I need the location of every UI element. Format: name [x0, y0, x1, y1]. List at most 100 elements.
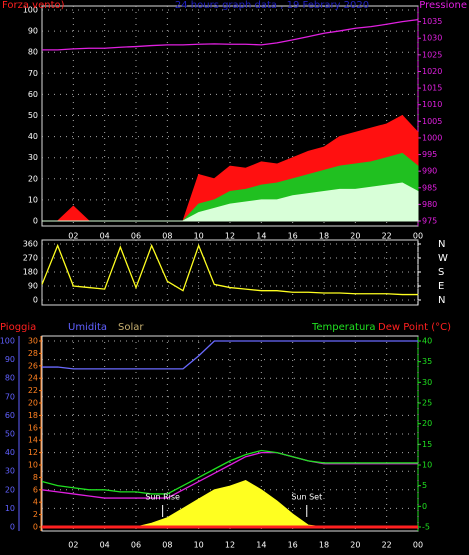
tick-label: -5 — [422, 523, 430, 532]
tick-label: 1030 — [422, 34, 442, 43]
x-tick-label: 22 — [382, 232, 392, 241]
tick-label: 22 — [28, 386, 38, 395]
x-tick-label: 14 — [256, 541, 266, 550]
axis-label: Solar — [118, 322, 144, 333]
tick-label: 50 — [5, 430, 15, 439]
tick-label: 1020 — [422, 67, 442, 76]
tick-label: 20 — [5, 485, 15, 494]
tick-label: 10 — [422, 461, 432, 470]
tick-label: 995 — [422, 150, 437, 159]
tick-label: 15 — [422, 440, 432, 449]
plot-frame — [41, 239, 419, 306]
tick-label: 40 — [422, 337, 432, 346]
tick-label: 270 — [23, 254, 38, 263]
x-tick-label: 00 — [413, 541, 423, 550]
tick-label: 980 — [422, 200, 437, 209]
tick-label: 10 — [28, 195, 38, 204]
x-tick-label: 02 — [68, 541, 78, 550]
x-tick-label: 02 — [68, 232, 78, 241]
chart-title: 24 hours graph data , 19 Febrary 2020 — [175, 0, 369, 11]
annotation: Sun Set — [291, 493, 322, 502]
x-tick-label: 20 — [350, 541, 360, 550]
x-tick-label: 04 — [100, 232, 110, 241]
tick-label: 0 — [33, 523, 38, 532]
area — [42, 182, 419, 222]
line — [42, 340, 418, 370]
tick-label: 20 — [422, 419, 432, 428]
tick-label: 50 — [28, 111, 38, 120]
tick-label: 10 — [28, 461, 38, 470]
tick-label: 30 — [422, 378, 432, 387]
tick-label: 5 — [422, 481, 427, 490]
x-tick-label: 08 — [162, 541, 172, 550]
tick-label: 180 — [23, 268, 38, 277]
annotation: Sun Rise — [145, 493, 180, 502]
tick-label: 6 — [33, 485, 38, 494]
tick-label: N — [438, 239, 445, 250]
x-tick-label: 18 — [319, 541, 329, 550]
tick-label: 1000 — [422, 133, 442, 142]
tick-label: 90 — [28, 27, 38, 36]
tick-label: 1025 — [422, 50, 442, 59]
tick-label: 0 — [33, 217, 38, 226]
x-tick-label: 22 — [382, 541, 392, 550]
axis-label: Pressione — [419, 0, 467, 11]
tick-label: 12 — [28, 448, 38, 457]
tick-label: 60 — [28, 90, 38, 99]
tick-label: 18 — [28, 411, 38, 420]
tick-label: 985 — [422, 183, 437, 192]
x-tick-label: 16 — [288, 541, 298, 550]
tick-label: 26 — [28, 361, 38, 370]
tick-label: 10 — [5, 504, 15, 513]
tick-label: 30 — [28, 153, 38, 162]
tick-label: 90 — [28, 282, 38, 291]
x-tick-label: 06 — [131, 541, 141, 550]
axis-label: Pioggia — [0, 322, 36, 333]
tick-label: 20 — [28, 399, 38, 408]
x-tick-label: 12 — [225, 541, 235, 550]
tick-label: 0 — [33, 296, 38, 305]
tick-label: 20 — [28, 174, 38, 183]
x-tick-label: 04 — [100, 541, 110, 550]
tick-label: 30 — [28, 337, 38, 346]
x-tick-label: 14 — [256, 232, 266, 241]
tick-label: 24 — [28, 374, 38, 383]
tick-label: E — [438, 281, 444, 292]
tick-label: 40 — [5, 448, 15, 457]
area — [42, 479, 418, 528]
tick-label: 1035 — [422, 17, 442, 26]
tick-label: 70 — [5, 392, 15, 401]
x-tick-label: 10 — [194, 541, 204, 550]
axis-label: Dew Point (°C) — [378, 322, 451, 333]
tick-label: 4 — [33, 498, 38, 507]
x-tick-label: 00 — [413, 232, 423, 241]
tick-label: 80 — [5, 374, 15, 383]
x-tick-label: 10 — [194, 232, 204, 241]
tick-label: 28 — [28, 349, 38, 358]
tick-label: 70 — [28, 69, 38, 78]
tick-label: 100 — [0, 337, 15, 346]
line — [41, 243, 418, 296]
tick-label: 100 — [23, 6, 38, 15]
x-tick-label: 08 — [162, 232, 172, 241]
tick-label: 0 — [422, 502, 427, 511]
tick-label: 2 — [33, 510, 38, 519]
tick-label: 975 — [422, 217, 437, 226]
tick-label: S — [438, 267, 444, 278]
axis-label: Forza vento) — [2, 0, 65, 11]
tick-label: 360 — [23, 240, 38, 249]
tick-label: W — [438, 253, 448, 264]
x-tick-label: 06 — [131, 232, 141, 241]
x-tick-label: 20 — [350, 232, 360, 241]
tick-label: 1015 — [422, 84, 442, 93]
tick-label: 30 — [5, 467, 15, 476]
x-tick-label: 18 — [319, 232, 329, 241]
line — [42, 18, 419, 51]
tick-label: 0 — [10, 523, 15, 532]
axis-label: Umidita — [68, 322, 107, 333]
tick-label: 60 — [5, 411, 15, 420]
tick-label: 40 — [28, 132, 38, 141]
tick-label: 16 — [28, 423, 38, 432]
axis-label: Temperatura — [311, 322, 376, 333]
